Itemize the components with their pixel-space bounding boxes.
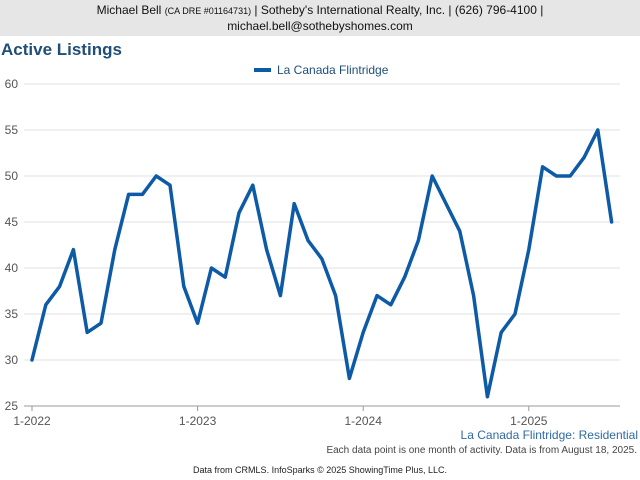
y-tick-label: 30 bbox=[5, 353, 19, 367]
data-point bbox=[72, 248, 75, 251]
agent-company-phone: | Sotheby's International Realty, Inc. |… bbox=[251, 3, 544, 17]
chart-title: Active Listings bbox=[1, 40, 122, 59]
chart-legend[interactable]: La Canada Flintridge bbox=[254, 62, 388, 78]
data-point bbox=[375, 294, 379, 297]
data-point bbox=[458, 230, 461, 233]
y-tick-label: 35 bbox=[5, 307, 19, 321]
header-bar: Michael Bell (CA DRE #01164731) | Sotheb… bbox=[0, 0, 640, 36]
y-tick-label: 55 bbox=[5, 123, 19, 137]
data-point bbox=[58, 285, 61, 288]
data-point bbox=[279, 294, 282, 297]
data-point bbox=[155, 174, 158, 178]
data-point bbox=[389, 303, 392, 306]
x-tick-label: 1-2024 bbox=[345, 414, 383, 428]
legend-swatch bbox=[254, 68, 271, 72]
data-point bbox=[293, 202, 296, 205]
data-point bbox=[113, 248, 117, 251]
series-line bbox=[30, 128, 614, 399]
data-point bbox=[306, 239, 310, 242]
y-tick-label: 50 bbox=[5, 169, 19, 183]
data-source: Data from CRMLS. InfoSparks © 2025 Showi… bbox=[193, 465, 447, 475]
data-point bbox=[444, 202, 448, 205]
agent-email[interactable]: michael.bell@sothebyshomes.com bbox=[227, 19, 413, 33]
data-point bbox=[513, 312, 517, 316]
agent-info-line: Michael Bell (CA DRE #01164731) | Sotheb… bbox=[0, 3, 640, 19]
data-point bbox=[196, 322, 199, 325]
agent-name: Michael Bell bbox=[96, 3, 162, 17]
data-point bbox=[500, 331, 503, 334]
data-note: Each data point is one month of activity… bbox=[326, 445, 637, 456]
data-point bbox=[610, 220, 613, 224]
data-point bbox=[403, 276, 406, 279]
data-point bbox=[320, 257, 323, 260]
data-point bbox=[251, 184, 254, 187]
data-point bbox=[541, 165, 544, 168]
x-tick-label: 1-2025 bbox=[510, 414, 548, 428]
data-point bbox=[527, 248, 530, 251]
legend-label: La Canada Flintridge bbox=[277, 63, 389, 77]
data-point bbox=[30, 358, 34, 362]
data-point bbox=[224, 276, 227, 279]
chart-subtitle: La Canada Flintridge: Residential bbox=[460, 428, 638, 442]
data-point bbox=[431, 174, 434, 178]
agent-dre: (CA DRE #01164731) bbox=[164, 6, 252, 16]
data-point bbox=[486, 395, 489, 398]
data-point bbox=[210, 266, 213, 270]
data-point bbox=[582, 156, 586, 159]
data-point bbox=[127, 193, 130, 196]
y-tick-label: 45 bbox=[5, 215, 19, 229]
data-point bbox=[555, 174, 558, 178]
data-point bbox=[265, 248, 268, 251]
data-point bbox=[99, 322, 103, 325]
data-point bbox=[417, 239, 420, 242]
y-tick-label: 40 bbox=[5, 261, 19, 275]
y-tick-label: 25 bbox=[5, 399, 19, 413]
data-point bbox=[141, 193, 144, 196]
data-point bbox=[569, 174, 572, 178]
data-point bbox=[168, 184, 172, 187]
data-point bbox=[237, 211, 241, 214]
data-point bbox=[362, 331, 365, 334]
data-point bbox=[86, 331, 89, 334]
data-point bbox=[182, 285, 185, 288]
data-point bbox=[44, 303, 47, 306]
data-point bbox=[334, 294, 337, 297]
data-point bbox=[348, 377, 351, 380]
x-tick-label: 1-2022 bbox=[13, 414, 51, 428]
data-point bbox=[472, 294, 475, 297]
x-tick-label: 1-2023 bbox=[179, 414, 217, 428]
line-chart: 25 30 35 40 45 50 55 60 1-2022 1-2023 1-2024 1-2025 bbox=[5, 77, 620, 428]
y-tick-label: 60 bbox=[5, 77, 19, 91]
data-point bbox=[596, 128, 599, 132]
